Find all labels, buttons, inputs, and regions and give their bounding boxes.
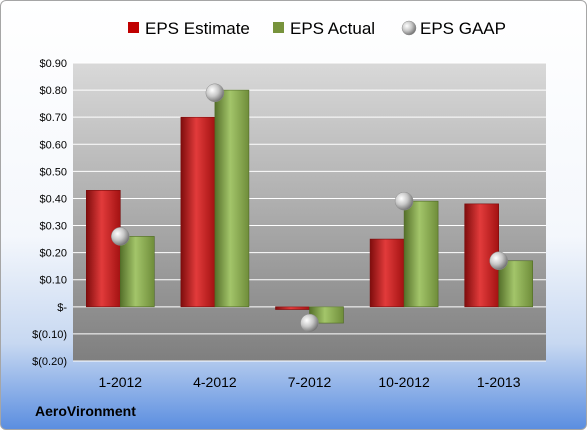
y-tick-label: $0.70 bbox=[39, 112, 67, 124]
legend-label: EPS GAAP bbox=[420, 19, 506, 38]
marker-eps-gaap bbox=[394, 191, 414, 211]
y-tick-label: $(0.10) bbox=[32, 329, 67, 341]
y-tick-label: $(0.20) bbox=[32, 356, 67, 368]
x-tick-label: 1-2013 bbox=[477, 374, 521, 390]
marker-eps-gaap bbox=[300, 313, 319, 333]
x-tick-label: 7-2012 bbox=[288, 374, 332, 390]
x-tick-label: 4-2012 bbox=[193, 374, 237, 390]
legend-swatch bbox=[273, 22, 284, 33]
y-tick-label: $0.20 bbox=[39, 248, 67, 260]
legend-swatch bbox=[128, 22, 139, 33]
y-tick-label: $0.10 bbox=[39, 275, 67, 287]
y-tick-label: $0.50 bbox=[39, 166, 67, 178]
y-tick-label: $0.30 bbox=[39, 221, 67, 233]
legend-label: EPS Actual bbox=[290, 19, 375, 38]
y-tick-label: $0.40 bbox=[39, 193, 67, 205]
bar-eps-actual bbox=[120, 236, 155, 308]
x-tick-label: 10-2012 bbox=[378, 374, 430, 390]
marker-eps-gaap bbox=[205, 83, 225, 103]
y-tick-label: $0.80 bbox=[39, 85, 67, 97]
y-tick-label: $- bbox=[57, 302, 67, 314]
marker-eps-gaap bbox=[489, 251, 508, 271]
marker-eps-gaap bbox=[111, 227, 130, 246]
bar-eps-actual bbox=[403, 200, 439, 308]
bar-eps-estimate bbox=[86, 190, 121, 308]
x-tick-label: 1-2012 bbox=[99, 374, 143, 390]
bar-eps-estimate bbox=[180, 116, 216, 308]
y-tick-label: $0.60 bbox=[39, 139, 67, 151]
bar-eps-estimate bbox=[275, 306, 310, 310]
bar-eps-actual bbox=[498, 260, 534, 308]
bar-eps-actual bbox=[214, 89, 250, 308]
y-tick-label: $0.90 bbox=[39, 58, 67, 70]
legend-swatch bbox=[401, 20, 417, 36]
company-name: AeroVironment bbox=[35, 403, 136, 419]
legend-label: EPS Estimate bbox=[145, 19, 250, 38]
bar-eps-estimate bbox=[369, 238, 405, 308]
